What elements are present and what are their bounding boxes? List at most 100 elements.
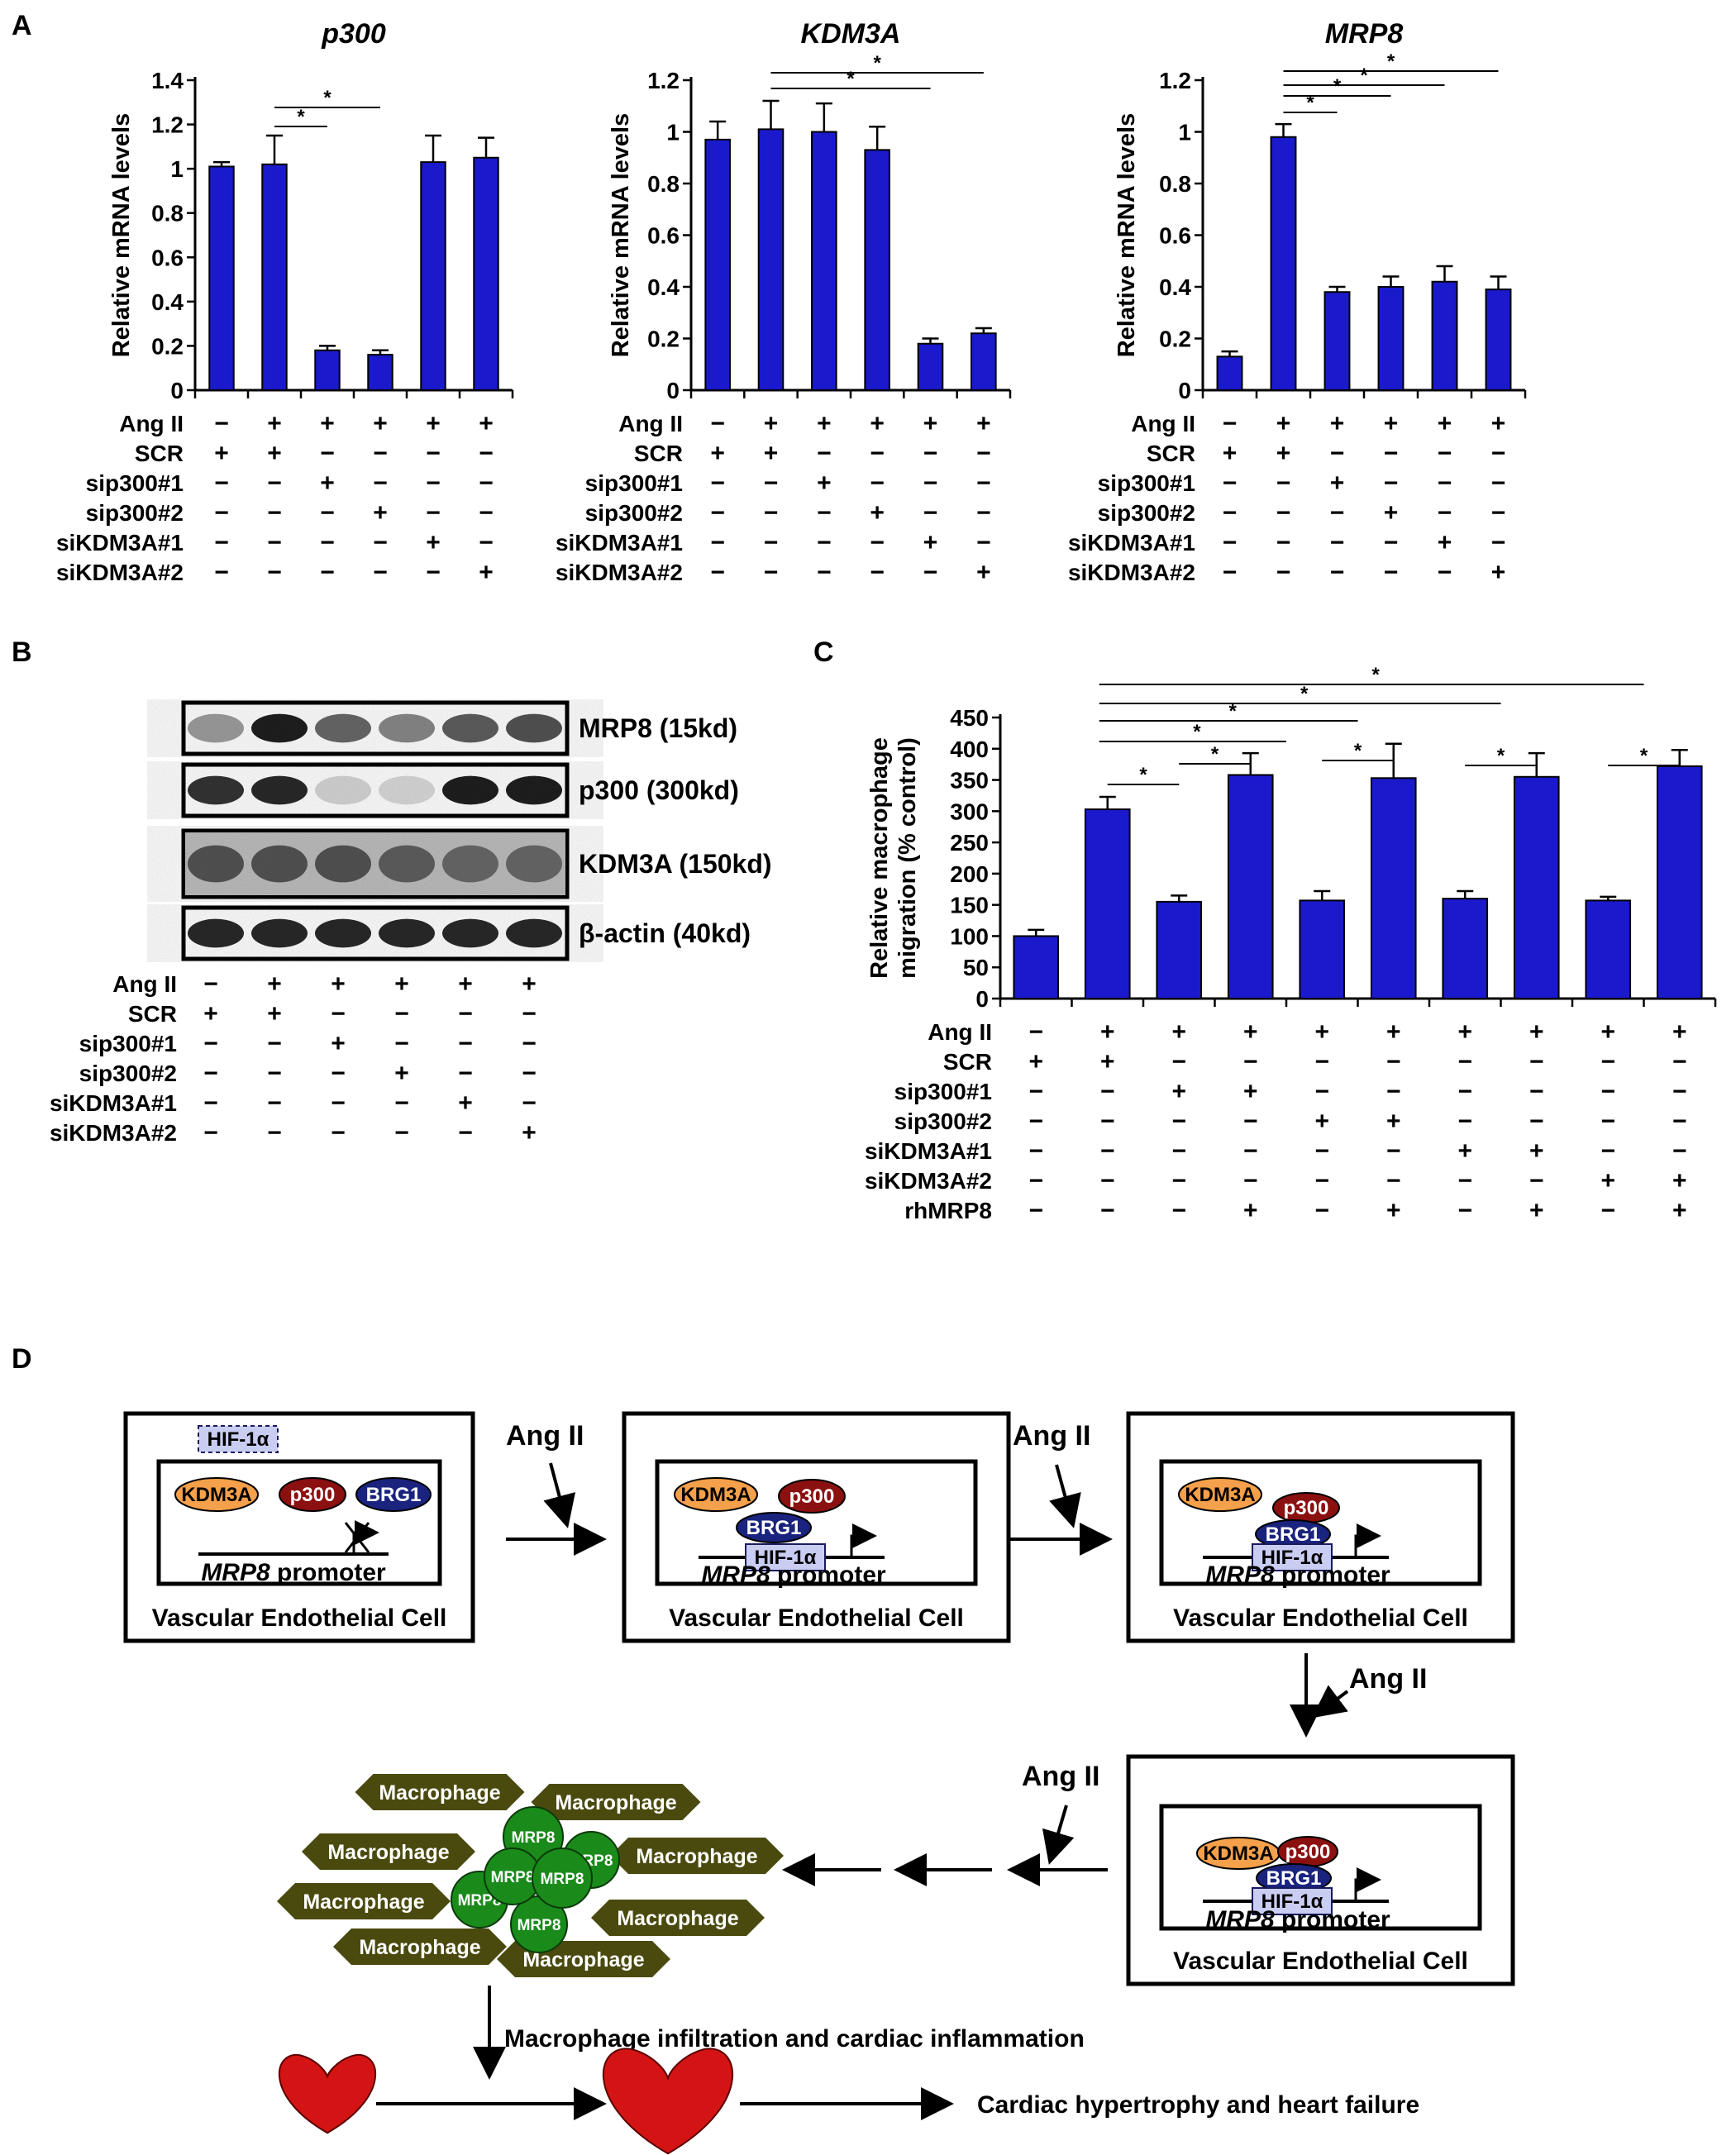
treatment-cell: + [817,410,832,437]
treatment-cell: − [1386,1137,1401,1165]
y-axis-label: Relative mRNA levels [1114,113,1140,358]
y-tick-label: 0.6 [647,223,680,249]
treatment-cell: − [1438,440,1452,467]
bar [1585,899,1632,1000]
treatment-cell: − [817,559,832,586]
treatment-cell: + [394,1060,409,1087]
treatment-cell: + [1386,1018,1401,1046]
treatment-cell: − [1243,1167,1258,1194]
p300-protein-label: p300 [290,1484,336,1506]
chart-title: MRP8 [1325,18,1404,50]
treatment-cell: + [976,559,991,586]
treatment-row-label: Ang II [119,411,184,436]
treatment-cell: − [1457,1108,1472,1135]
treatment-cell: − [1330,529,1345,556]
treatment-cell: − [331,1089,346,1117]
treatment-cell: − [1243,1048,1258,1075]
ang-ii-label: Ang II [506,1420,584,1452]
treatment-cell: − [976,499,991,527]
hif1a-box [745,1543,826,1571]
treatment-cell: − [522,1000,537,1027]
treatment-cell: − [1314,1078,1329,1105]
bar [261,163,288,392]
treatment-cell: − [1028,1137,1043,1165]
treatment-cell: − [1491,470,1506,497]
treatment-cell: − [1171,1048,1186,1075]
macrophage-label: Macrophage [379,1781,500,1805]
treatment-cell: − [870,440,885,467]
bar [314,349,341,391]
treatment-cell: − [479,470,494,497]
treatment-cell: − [1276,499,1291,527]
y-tick-label: 1.2 [1159,68,1191,93]
y-tick-label: 0.8 [647,171,680,197]
treatment-cell: + [1223,440,1238,467]
blot-label: β-actin (40kd) [579,918,751,948]
significance-star: * [1228,700,1237,722]
treatment-cell: − [203,1030,218,1057]
treatment-cell: − [1100,1108,1115,1135]
y-tick-label: 0 [1178,378,1191,403]
treatment-cell: − [1100,1167,1115,1194]
treatment-cell: − [1171,1167,1186,1194]
y-tick-label: 0.4 [151,289,184,315]
significance-star: * [1360,64,1368,87]
treatment-cell: − [1600,1197,1615,1224]
mrp8-promoter-label: MRP8 promoter [1205,1561,1390,1589]
treatment-cell: − [426,440,441,467]
y-tick-label: 0.4 [647,274,680,300]
treatment-row-label: Ang II [928,1019,992,1045]
treatment-cell: − [1243,1108,1258,1135]
mechanism-diagram: Vascular Endothelial Cell HIF-1α KDM3A p300… [123,1411,1515,2155]
treatment-cell: − [1314,1197,1329,1224]
treatment-cell: − [426,499,441,527]
ang-ii-arrow [1311,1685,1349,1719]
treatment-cell: + [331,970,346,998]
treatment-cell: − [870,470,885,497]
treatment-cell: + [870,499,885,527]
treatment-cell: + [267,440,282,467]
treatment-cell: − [267,1119,282,1147]
y-tick-label: 1 [666,120,680,145]
infiltration-label: Macrophage infiltration and cardiac infl… [504,2025,1085,2052]
kdm3a-protein-label: KDM3A [1185,1484,1255,1506]
chart-mrp8-mrna: MRP8 0 0.2 0.4 0.6 0.8 1 1.2 Relative mRNA level… [1114,18,1527,403]
kdm3a-protein [1178,1477,1262,1512]
y-tick-label: 200 [950,861,989,887]
treatment-cell: − [373,470,388,497]
treatment-row-label: siKDM3A#2 [556,560,683,585]
treatment-cell: + [267,970,282,998]
nucleus-box [655,1459,978,1586]
treatment-cell: − [710,559,725,586]
treatment-row-label: rhMRP8 [904,1198,992,1223]
outcome-label: Cardiac hypertrophy and heart failure [977,2091,1419,2119]
blot-texture [185,832,565,895]
treatment-cell: + [817,470,832,497]
treatment-cell: − [1438,499,1452,527]
treatment-cell: + [1457,1018,1472,1046]
treatment-row-label: SCR [135,441,184,466]
ang-ii-arrow [1042,1805,1075,1865]
treatment-row-label: siKDM3A#2 [1068,560,1195,585]
treatment-row-label: Ang II [618,411,683,436]
treatment-cell: − [976,470,991,497]
treatment-cell: − [203,1089,218,1117]
y-tick-label: 0.2 [151,333,184,359]
treatment-cell: + [1243,1197,1258,1224]
treatment-cell: − [1672,1048,1687,1075]
p300-protein [279,1477,346,1512]
treatment-row-label: sip300#2 [1098,500,1195,526]
y-tick-label: 450 [950,705,989,731]
treatment-cell: + [710,440,725,467]
treatment-cell: − [764,559,779,586]
significance-star: * [873,52,881,74]
y-tick-label: 0 [666,378,680,403]
bar [1431,280,1458,391]
mrp8-protein-label: MRP8 [512,1829,556,1847]
treatment-row-label: SCR [1147,441,1195,466]
treatment-cell: − [923,440,938,467]
significance-star: * [1306,92,1314,114]
brg1-protein-label: BRG1 [1266,1867,1322,1890]
blot-texture [185,704,565,752]
